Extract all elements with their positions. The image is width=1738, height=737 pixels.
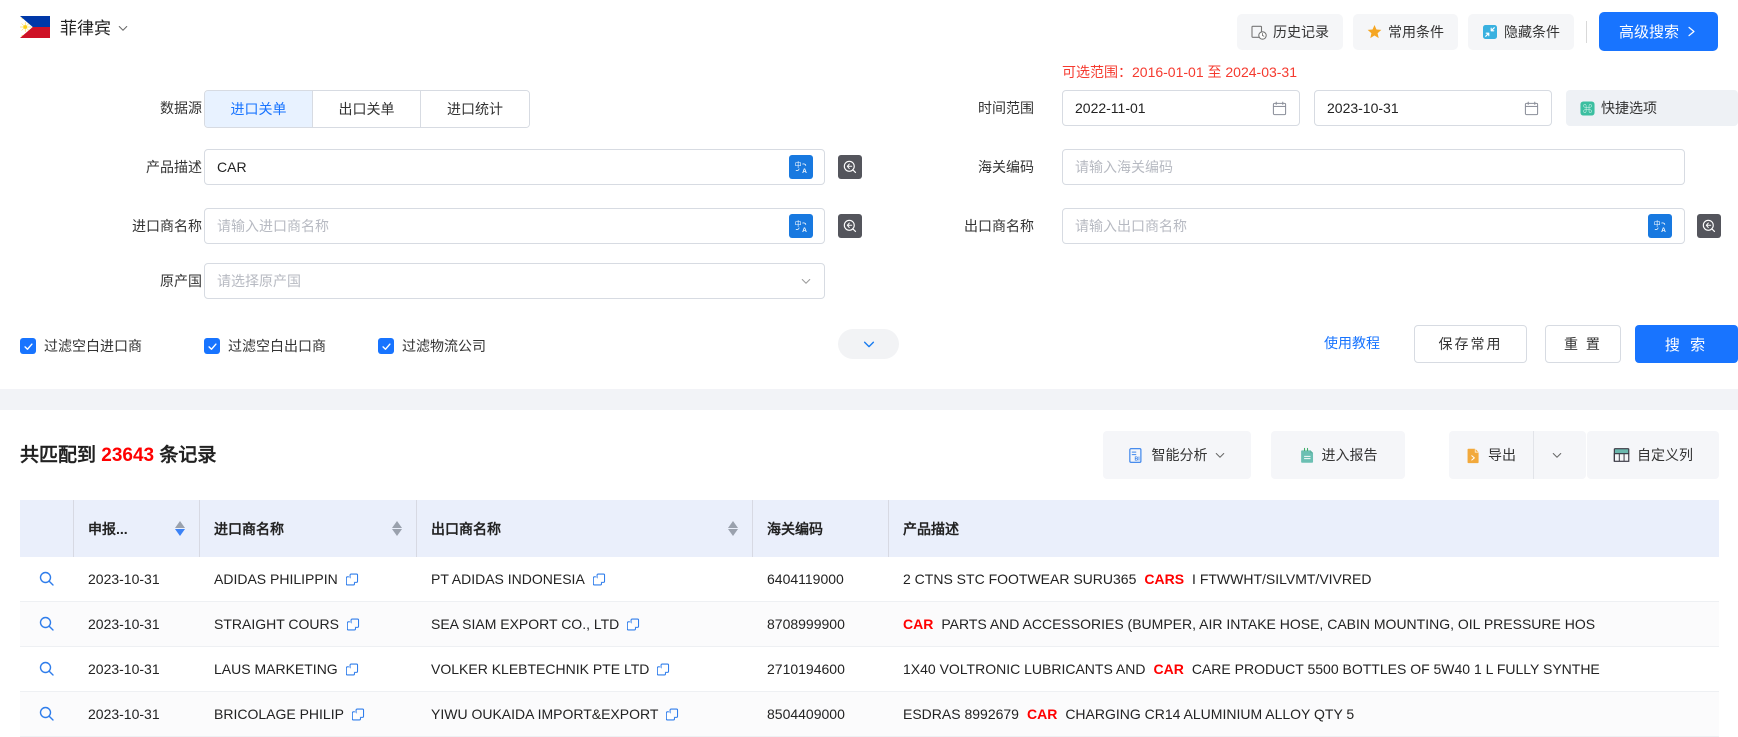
svg-text:A: A [802, 226, 807, 233]
svg-text:BI: BI [1134, 456, 1140, 462]
svg-text:A: A [802, 167, 807, 174]
svg-text:中: 中 [794, 219, 801, 228]
svg-text:中: 中 [1653, 219, 1660, 228]
svg-text:⌘: ⌘ [1583, 104, 1592, 114]
svg-text:A: A [1661, 226, 1666, 233]
svg-text:中: 中 [794, 160, 801, 169]
